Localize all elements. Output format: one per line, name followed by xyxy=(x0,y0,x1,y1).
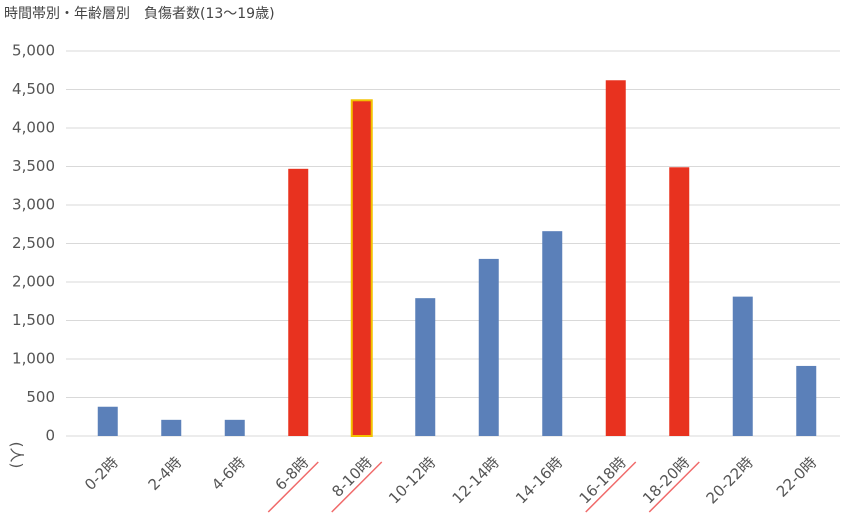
bar xyxy=(732,296,753,436)
y-tick-label: 4,000 xyxy=(12,119,55,137)
y-tick-label: 3,500 xyxy=(12,157,55,175)
x-tick-label: 12-14時 xyxy=(449,453,503,507)
x-tick-label: 4-6時 xyxy=(208,453,249,494)
y-tick-label: 2,000 xyxy=(12,273,55,291)
bar xyxy=(478,258,499,436)
bar xyxy=(669,167,690,436)
label-underline xyxy=(648,461,700,513)
y-tick-label: 500 xyxy=(26,388,55,406)
x-tick-label: 20-22時 xyxy=(703,453,757,507)
y-tick-label: 5,000 xyxy=(12,42,55,60)
y-tick-label: 2,500 xyxy=(12,234,55,252)
x-tick-label: 10-12時 xyxy=(385,453,439,507)
x-tick-label: 0-2時 xyxy=(81,453,122,494)
label-underline xyxy=(585,461,637,513)
x-tick-label: 8-10時 xyxy=(328,453,375,500)
label-underline xyxy=(267,461,319,513)
y-tick-label: 1,000 xyxy=(12,350,55,368)
bar xyxy=(605,80,626,436)
x-tick-label: 16-18時 xyxy=(576,453,630,507)
x-tick-label: 14-16時 xyxy=(512,453,566,507)
bar xyxy=(350,99,373,437)
y-tick-label: 4,500 xyxy=(12,80,55,98)
bar xyxy=(796,365,817,436)
x-tick-label: 18-20時 xyxy=(639,453,693,507)
bar xyxy=(542,231,563,436)
bar xyxy=(97,406,118,436)
y-tick-label: 0 xyxy=(45,427,55,445)
bar xyxy=(288,168,309,436)
x-tick-label: 22-0時 xyxy=(773,453,820,500)
bar xyxy=(161,419,182,436)
label-underline xyxy=(331,461,383,513)
y-tick-label: 1,500 xyxy=(12,311,55,329)
y-axis-label: (人) xyxy=(8,442,26,469)
bar xyxy=(415,298,436,436)
chart-title: 時間帯別・年齢層別 負傷者数(13〜19歳) xyxy=(4,6,275,22)
x-tick-label: 2-4時 xyxy=(145,453,186,494)
y-tick-label: 3,000 xyxy=(12,196,55,214)
bar xyxy=(224,419,245,436)
